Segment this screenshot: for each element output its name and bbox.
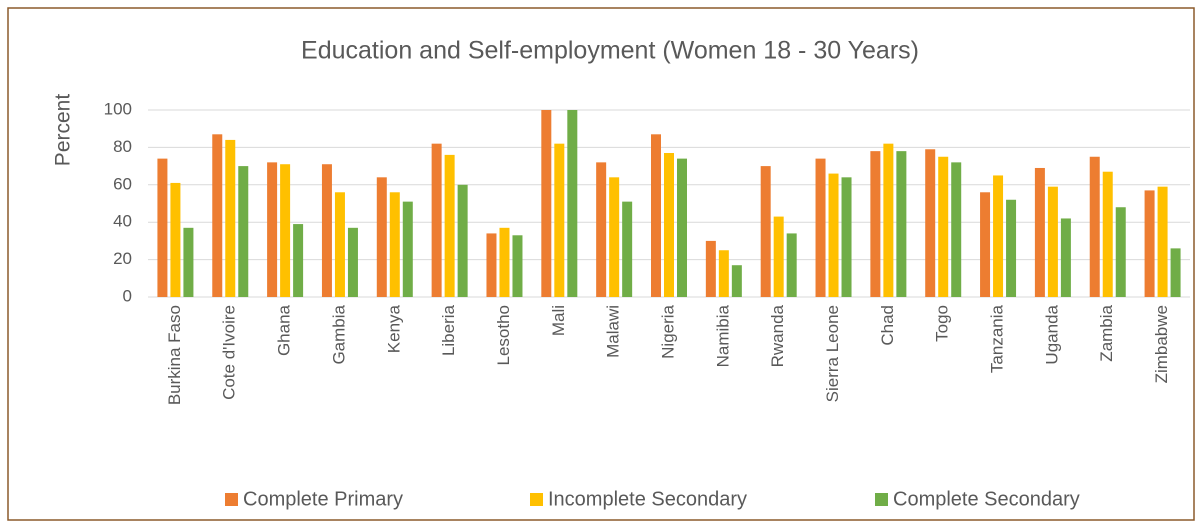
x-tick-label: Lesotho xyxy=(494,305,513,366)
bar xyxy=(651,134,661,297)
bar xyxy=(925,149,936,297)
bar xyxy=(1102,171,1113,297)
y-tick-label: 0 xyxy=(123,286,132,305)
legend-label: Incomplete Secondary xyxy=(548,488,747,510)
bar xyxy=(334,192,345,297)
y-tick-label: 40 xyxy=(113,212,132,231)
bar xyxy=(1006,199,1017,297)
y-tick-label: 20 xyxy=(113,249,132,268)
bar xyxy=(718,250,729,297)
bar xyxy=(896,151,907,297)
bar xyxy=(609,177,620,297)
bar xyxy=(347,227,358,297)
bar xyxy=(786,233,797,297)
x-tick-label: Chad xyxy=(878,305,897,346)
bar xyxy=(1034,167,1045,297)
legend-swatch xyxy=(225,493,238,506)
legend-label: Complete Secondary xyxy=(893,488,1080,510)
bar xyxy=(293,224,304,297)
x-tick-label: Zambia xyxy=(1097,304,1116,361)
bar xyxy=(1144,190,1155,297)
x-tick-label: Sierra Leone xyxy=(823,305,842,402)
bar xyxy=(980,192,991,297)
bar xyxy=(183,227,194,297)
x-tick-label: Mali xyxy=(549,305,568,336)
bar xyxy=(267,162,278,297)
bar xyxy=(444,154,455,297)
x-tick-label: Gambia xyxy=(329,304,348,364)
bar xyxy=(280,164,291,297)
bar xyxy=(170,182,181,297)
bar xyxy=(677,158,687,297)
bar xyxy=(760,166,771,297)
bar xyxy=(870,151,881,297)
bar xyxy=(815,158,826,297)
bar xyxy=(705,240,716,297)
x-tick-label: Tanzania xyxy=(988,304,1007,373)
x-tick-label: Nigeria xyxy=(658,304,677,358)
bar xyxy=(622,201,633,297)
bar xyxy=(225,139,236,297)
bar xyxy=(567,110,578,297)
bar xyxy=(402,201,413,297)
legend-label: Complete Primary xyxy=(243,488,403,510)
x-tick-label: Ghana xyxy=(275,304,294,356)
chart-title: Education and Self-employment (Women 18 … xyxy=(301,37,919,65)
bar xyxy=(389,192,400,297)
y-axis-label: Percent xyxy=(52,94,75,167)
bar xyxy=(1089,156,1100,297)
y-tick-label: 80 xyxy=(113,137,132,156)
x-tick-label: Zimbabwe xyxy=(1152,305,1171,383)
y-tick-label: 100 xyxy=(104,99,132,118)
x-tick-label: Uganda xyxy=(1042,304,1061,364)
bar xyxy=(541,110,552,297)
bar xyxy=(457,184,468,297)
bar xyxy=(993,175,1004,297)
bar xyxy=(1115,207,1126,297)
x-tick-label: Namibia xyxy=(713,304,732,367)
bar xyxy=(773,216,784,297)
bar xyxy=(1170,248,1181,297)
bar xyxy=(731,265,742,297)
bar xyxy=(486,233,497,297)
x-tick-label: Malawi xyxy=(604,305,623,358)
bar xyxy=(157,158,168,297)
x-tick-label: Burkina Faso xyxy=(165,305,184,405)
x-tick-label: Cote d'Ivoire xyxy=(220,305,239,400)
bar xyxy=(376,177,387,297)
legend-swatch xyxy=(875,493,888,506)
x-tick-label: Kenya xyxy=(384,304,403,353)
bar xyxy=(431,143,442,297)
bar xyxy=(321,164,332,297)
bar xyxy=(596,162,607,297)
bar xyxy=(212,134,223,297)
legend-swatch xyxy=(530,493,543,506)
bar xyxy=(883,143,894,297)
bar xyxy=(828,173,839,297)
x-tick-label: Liberia xyxy=(439,304,458,356)
bar xyxy=(499,227,510,297)
bar xyxy=(951,162,962,297)
bar xyxy=(512,235,523,297)
x-tick-label: Rwanda xyxy=(768,304,787,367)
bar xyxy=(554,143,565,297)
bar xyxy=(1060,218,1071,297)
bar xyxy=(664,153,674,297)
bar xyxy=(238,166,249,297)
bar xyxy=(1047,186,1058,297)
bar xyxy=(841,177,852,297)
bar xyxy=(938,156,949,297)
bar xyxy=(1157,186,1168,297)
y-tick-label: 60 xyxy=(113,174,132,193)
x-tick-label: Togo xyxy=(933,305,952,342)
